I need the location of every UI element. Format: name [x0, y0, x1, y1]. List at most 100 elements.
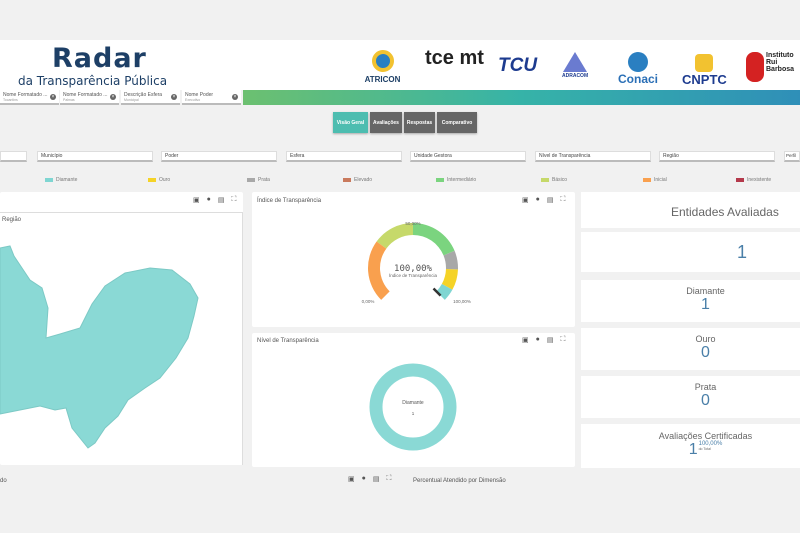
gauge-segment	[436, 283, 453, 300]
partner-logo-tce-mt: tce mt	[425, 47, 484, 69]
brand-title: Radar	[52, 43, 147, 74]
panel-toolbar: ▣ ● ▤ ⛶	[522, 196, 565, 204]
table-icon[interactable]: ▤	[217, 197, 225, 204]
partner-logo-tcu: TCU	[498, 55, 538, 76]
donut-center-value: 1	[412, 411, 415, 416]
header-gradient-bar	[243, 90, 800, 105]
donut-center-label: Diamante	[402, 400, 424, 406]
legend-swatch	[541, 178, 549, 182]
fullscreen-icon[interactable]: ⛶	[386, 475, 392, 482]
tab-1[interactable]: Avaliações	[370, 112, 402, 133]
table-icon[interactable]: ▤	[546, 197, 554, 204]
brand-subtitle: da Transparência Pública	[18, 74, 168, 88]
stat-card: Ouro 0	[581, 328, 800, 370]
partner-logo-instituto-rui-barbosa: Instituto Rui Barbosa	[746, 52, 800, 82]
active-filter-chip[interactable]: Nome Poder Executivo ×	[182, 90, 241, 105]
region-shape[interactable]	[0, 245, 199, 449]
stats-title: Entidades Avaliadas	[671, 205, 779, 219]
settings-icon[interactable]: ●	[535, 336, 540, 343]
remove-filter-icon[interactable]: ×	[110, 94, 116, 100]
legend-item[interactable]: Diamante	[45, 177, 77, 183]
legend-item[interactable]: Intermediário	[436, 177, 476, 183]
remove-filter-icon[interactable]: ×	[232, 94, 238, 100]
gauge-segment	[441, 269, 458, 290]
filter-dropdown[interactable]: Poder	[161, 151, 277, 162]
gauge-mid-label: 50,00%	[405, 221, 420, 226]
panel-toolbar: ▣ ● ▤ ⛶	[522, 336, 565, 344]
certified-percent: 100,00%	[698, 441, 723, 447]
legend-swatch	[247, 178, 255, 182]
stat-card-total: 1	[581, 232, 800, 272]
gauge-caption: Índice de Transparência	[389, 272, 438, 278]
legend-item[interactable]: Ouro	[148, 177, 170, 183]
filter-dropdown[interactable]: Região	[659, 151, 775, 162]
gauge-segment	[413, 223, 455, 256]
active-filter-chip[interactable]: Nome Formatado ... Palmas ×	[60, 90, 119, 105]
filter-dropdown[interactable]: Unidade Gestora	[410, 151, 526, 162]
fullscreen-icon[interactable]: ⛶	[560, 196, 566, 203]
region-map[interactable]	[0, 228, 243, 457]
remove-filter-icon[interactable]: ×	[171, 94, 177, 100]
legend-item[interactable]: Inexistente	[736, 177, 771, 183]
legend-swatch	[736, 178, 744, 182]
filter-dropdown[interactable]: Nível de Transparência	[535, 151, 651, 162]
remove-filter-icon[interactable]: ×	[50, 94, 56, 100]
header	[0, 40, 800, 90]
legend-item[interactable]: Prata	[247, 177, 270, 183]
gauge-min-label: 0,00%	[362, 299, 375, 304]
active-filter-chip[interactable]: Nome Formatado ... Tocantins ×	[0, 90, 59, 105]
partner-logo-adracom: ADRACOM	[562, 52, 588, 79]
stat-card: Diamante 1	[581, 280, 800, 322]
legend-item[interactable]: Básico	[541, 177, 567, 183]
gauge-max-label: 100,00%	[453, 299, 471, 304]
legend-swatch	[148, 178, 156, 182]
gauge-title: Índice de Transparência	[257, 198, 322, 204]
bottom-left-title: do	[0, 478, 7, 484]
active-filter-chip[interactable]: Descrição Esfera Municipal ×	[121, 90, 180, 105]
legend-swatch	[643, 178, 651, 182]
legend-item[interactable]: Inicial	[643, 177, 667, 183]
legend-swatch	[45, 178, 53, 182]
panel-toolbar: ▣ ● ▤ ⛶	[193, 196, 236, 204]
settings-icon[interactable]: ●	[535, 196, 540, 203]
partner-logo-conaci: Conaci	[618, 52, 658, 86]
filter-dropdown[interactable]	[0, 151, 27, 162]
fullscreen-icon[interactable]: ⛶	[231, 196, 237, 203]
table-icon[interactable]: ▤	[372, 476, 380, 483]
legend-item[interactable]: Elevado	[343, 177, 372, 183]
legend-swatch	[343, 178, 351, 182]
gauge-segment	[443, 250, 458, 270]
map-panel: ▣ ● ▤ ⛶ Região	[0, 192, 243, 465]
fullscreen-icon[interactable]: ⛶	[560, 336, 566, 343]
image-icon[interactable]: ▣	[522, 197, 529, 204]
certified-percent-caption: do Total	[698, 447, 711, 451]
table-icon[interactable]: ▤	[546, 337, 554, 344]
tab-2[interactable]: Respostas	[404, 112, 435, 133]
image-icon[interactable]: ▣	[522, 337, 529, 344]
level-donut-chart: Diamante 1	[369, 363, 457, 451]
dimension-percent-title: Percentual Atendido por Dimensão	[413, 478, 506, 484]
legend-swatch	[436, 178, 444, 182]
stat-card-certified: Avaliações Certificadas 1 100,00% do Tota…	[581, 424, 800, 468]
stats-title-card: Entidades Avaliadas	[581, 192, 800, 228]
filter-dropdown[interactable]: Perfil	[784, 151, 800, 162]
gauge-segment	[368, 241, 390, 300]
total-value: 1	[737, 242, 748, 262]
image-icon[interactable]: ▣	[348, 476, 355, 483]
settings-icon[interactable]: ●	[206, 196, 211, 203]
gauge-segment	[376, 223, 413, 249]
transparency-level-panel: Nível de Transparência ▣ ● ▤ ⛶ Diamante 1	[252, 333, 575, 467]
filter-dropdown[interactable]: Esfera	[286, 151, 402, 162]
transparency-index-panel: Índice de Transparência ▣ ● ▤ ⛶ 100,00% Índ…	[252, 192, 575, 327]
donut-slice-diamante[interactable]	[369, 363, 457, 451]
tab-3[interactable]: Comparativo	[437, 112, 477, 133]
level-title: Nível de Transparência	[257, 338, 319, 344]
panel-toolbar: ▣ ● ▤ ⛶	[348, 475, 391, 483]
stat-card: Prata 0	[581, 376, 800, 418]
partner-logo-atricon: ATRICON	[360, 50, 405, 85]
settings-icon[interactable]: ●	[361, 475, 366, 482]
tab-0[interactable]: Visão Geral	[333, 112, 368, 133]
filter-dropdown[interactable]: Município	[37, 151, 153, 162]
gauge-chart: 100,00% Índice de Transparência 0,00% 50…	[362, 221, 471, 304]
image-icon[interactable]: ▣	[193, 197, 200, 204]
